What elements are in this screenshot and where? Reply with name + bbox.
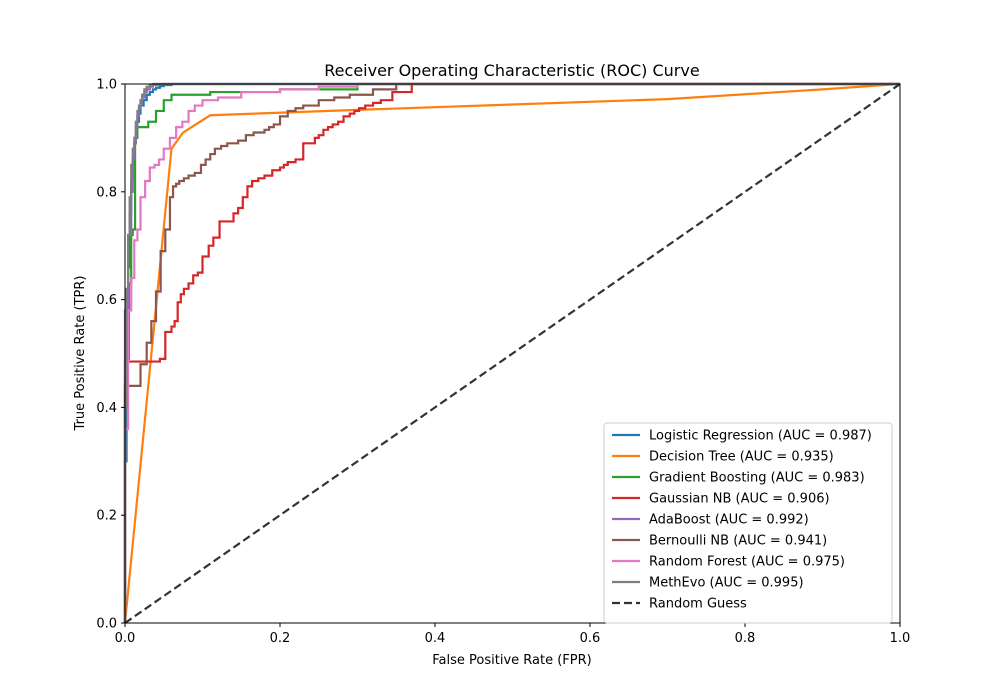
legend-entry: Bernoulli NB (AUC = 0.941) [649, 534, 827, 549]
legend-entry: Gaussian NB (AUC = 0.906) [649, 492, 830, 507]
x-tick-label: 0.4 [425, 631, 446, 646]
y-tick-label: 1.0 [96, 78, 117, 93]
x-tick-label: 0.2 [270, 631, 291, 646]
y-axis-label: True Positive Rate (TPR) [73, 276, 88, 432]
x-tick-label: 0.0 [115, 631, 136, 646]
series-line-random-guess [124, 83, 901, 624]
legend-entry: Logistic Regression (AUC = 0.987) [649, 429, 872, 444]
x-tick-label: 1.0 [890, 631, 911, 646]
y-tick-label: 0.8 [96, 185, 117, 200]
legend-entry: Decision Tree (AUC = 0.935) [649, 450, 834, 465]
y-tick-label: 0.2 [96, 509, 117, 524]
legend-entry: Random Guess [649, 597, 747, 612]
legend-entry: Gradient Boosting (AUC = 0.983) [649, 471, 865, 486]
legend-entry: Random Forest (AUC = 0.975) [649, 555, 845, 570]
x-ticks: 0.0 0.2 0.4 0.6 0.8 1.0 [115, 623, 911, 646]
plot-frame [124, 83, 901, 624]
legend-box [603, 422, 893, 624]
legend: Logistic Regression (AUC = 0.987) Decisio… [603, 422, 893, 624]
y-tick-label: 0.6 [96, 293, 117, 308]
series-line-bernoulli-nb [123, 82, 900, 623]
y-ticks: 0.0 0.2 0.4 0.6 0.8 1.0 [96, 78, 125, 632]
y-tick-label: 0.0 [96, 617, 117, 632]
chart-title: Receiver Operating Characteristic (ROC) … [324, 61, 699, 80]
series-line-random-forest [123, 82, 900, 623]
x-tick-label: 0.8 [735, 631, 756, 646]
plot-lines [123, 82, 901, 624]
x-tick-label: 0.6 [580, 631, 601, 646]
x-axis-label: False Positive Rate (FPR) [432, 653, 591, 668]
legend-entry: AdaBoost (AUC = 0.992) [649, 513, 809, 528]
y-tick-label: 0.4 [96, 401, 117, 416]
legend-entry: MethEvo (AUC = 0.995) [649, 576, 804, 591]
series-line-methevo [123, 82, 900, 623]
series-line-gaussian-nb [123, 82, 900, 623]
